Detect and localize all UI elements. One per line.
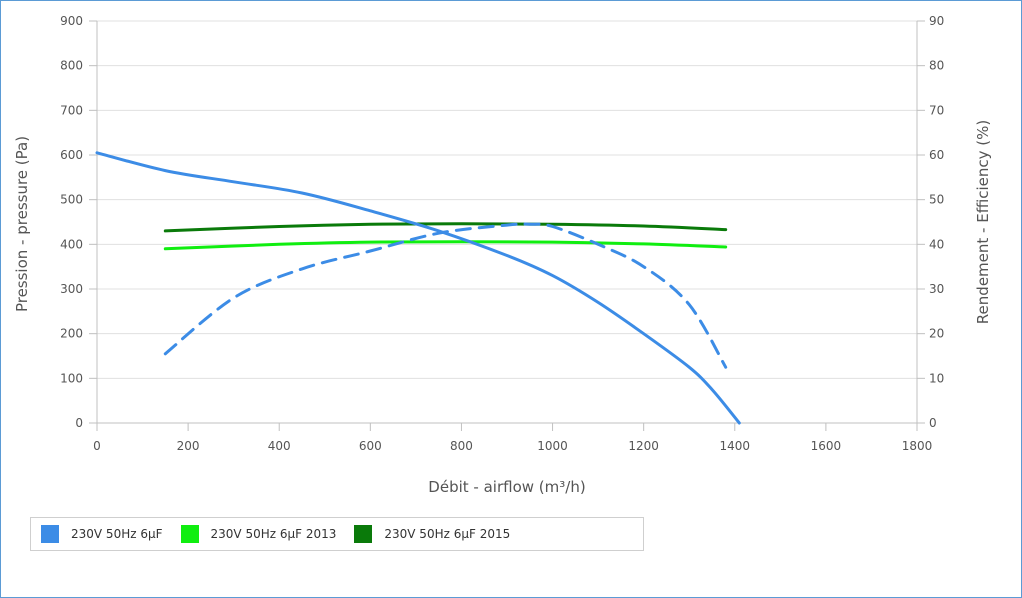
x-tick-label: 0 — [93, 439, 101, 453]
y-tick-label-left: 100 — [60, 371, 83, 385]
x-tick-label: 400 — [268, 439, 291, 453]
series-layer — [95, 151, 741, 425]
grid-layer — [97, 20, 917, 379]
y-tick-label-left: 900 — [60, 14, 83, 28]
y-tick-label-right: 80 — [929, 59, 944, 73]
legend-swatch-2 — [180, 525, 199, 543]
legend-item-3[interactable]: 230V 50Hz 6µF 2015 — [354, 525, 510, 543]
y-tick-label-left: 700 — [60, 103, 83, 117]
series-line-4[interactable] — [163, 222, 728, 233]
series-line-2[interactable] — [163, 222, 728, 369]
x-tick-label: 1000 — [537, 439, 568, 453]
y-tick-label-left: 200 — [60, 327, 83, 341]
y-tick-label-right: 30 — [929, 282, 944, 296]
legend-item-2[interactable]: 230V 50Hz 6µF 2013 — [180, 525, 337, 543]
y-tick-label-right: 10 — [929, 371, 944, 385]
y-tick-label-left: 800 — [60, 59, 83, 73]
y-tick-label-left: 300 — [60, 282, 83, 296]
legend-item-1[interactable]: 230V 50Hz 6µF — [41, 525, 163, 543]
legend-label-3: 230V 50Hz 6µF 2015 — [384, 527, 511, 541]
series-line-1[interactable] — [95, 151, 741, 425]
y-tick-label-left: 0 — [75, 416, 83, 430]
y-tick-label-right: 90 — [929, 14, 944, 28]
y-tick-label-right: 50 — [929, 193, 944, 207]
legend-swatch-1 — [41, 525, 59, 543]
y-axis-title-right: Rendement - Efficiency (%) — [974, 120, 992, 324]
x-axis-title: Débit - airflow (m³/h) — [428, 478, 585, 496]
legend: 230V 50Hz 6µF 230V 50Hz 6µF 2013 230V 50… — [30, 517, 644, 551]
x-tick-label: 1600 — [811, 439, 842, 453]
x-tick-label: 1400 — [720, 439, 751, 453]
x-tick-label: 200 — [177, 439, 200, 453]
y-tick-label-left: 600 — [60, 148, 83, 162]
legend-label-1: 230V 50Hz 6µF — [71, 527, 163, 541]
x-tick-label: 800 — [450, 439, 473, 453]
series-line-3[interactable] — [163, 240, 728, 251]
y-tick-label-left: 400 — [60, 237, 83, 251]
x-tick-label: 1200 — [628, 439, 659, 453]
y-tick-label-left: 500 — [60, 193, 83, 207]
x-tick-label: 600 — [359, 439, 382, 453]
legend-swatch-3 — [354, 525, 373, 543]
y-axis-title-left: Pression - pressure (Pa) — [13, 136, 31, 312]
y-tick-label-right: 40 — [929, 237, 944, 251]
y-tick-label-right: 70 — [929, 103, 944, 117]
y-tick-label-right: 20 — [929, 327, 944, 341]
x-tick-label: 1800 — [902, 439, 933, 453]
y-tick-label-right: 60 — [929, 148, 944, 162]
y-tick-label-right: 0 — [929, 416, 937, 430]
axis-layer: 0100200300400500600700800900010203040506… — [60, 14, 944, 453]
legend-label-2: 230V 50Hz 6µF 2013 — [210, 527, 337, 541]
